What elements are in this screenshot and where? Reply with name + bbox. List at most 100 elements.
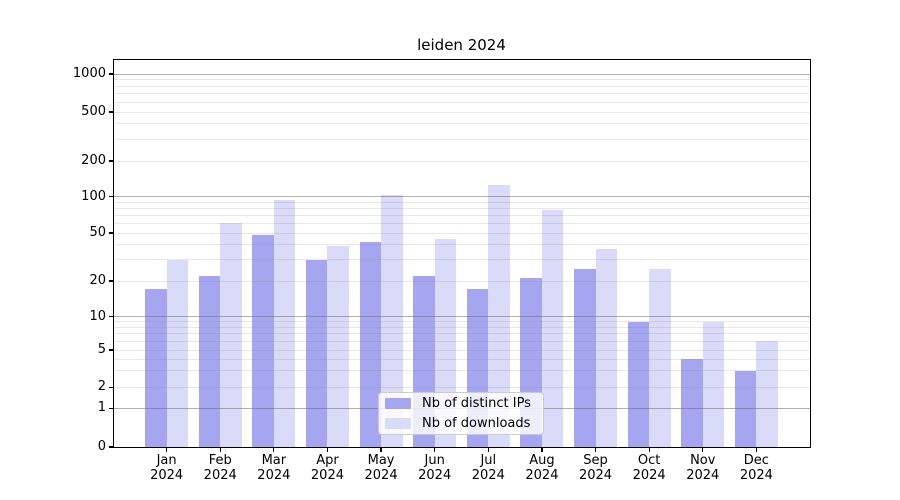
- major-gridline: [113, 316, 810, 318]
- minor-gridline: [113, 85, 810, 87]
- x-tick-mark: [541, 447, 543, 452]
- x-tick-mark: [702, 447, 704, 452]
- plot-border-right: [810, 58, 811, 448]
- x-tick-month: Mar: [261, 453, 287, 468]
- y-tick-label-200: 200: [81, 153, 106, 168]
- minor-gridline: [113, 222, 810, 224]
- legend: Nb of distinct IPs Nb of downloads: [378, 392, 544, 435]
- bar-downloads-Dec: [756, 341, 778, 447]
- x-tick-mark: [326, 447, 329, 452]
- x-tick-year: 2024: [632, 468, 666, 483]
- x-tick-month: Jan: [156, 453, 177, 468]
- y-tick-mark: [108, 407, 113, 409]
- x-tick-mark: [166, 447, 168, 452]
- x-tick-mark: [380, 447, 382, 452]
- x-tick-month: Jun: [424, 453, 445, 468]
- y-tick-mark: [108, 195, 113, 198]
- y-tick-label-1000: 1000: [72, 66, 106, 81]
- x-tick-year: 2024: [739, 468, 773, 483]
- y-tick-label-0: 0: [97, 439, 106, 454]
- y-tick-mark: [108, 446, 113, 448]
- y-tick-mark: [108, 316, 113, 318]
- bar-ips-Dec: [734, 370, 757, 447]
- minor-gridline: [113, 201, 810, 203]
- x-tick-mark: [273, 447, 275, 452]
- y-tick-label-5: 5: [97, 342, 106, 357]
- x-tick-mark: [487, 447, 489, 452]
- minor-gridline: [113, 232, 810, 234]
- x-tick-mark: [648, 447, 650, 452]
- major-gridline: [113, 196, 810, 197]
- x-tick-year: 2024: [364, 468, 398, 483]
- plot-border-bottom: [113, 447, 811, 449]
- x-tick-label-May: May 2024: [351, 453, 411, 483]
- x-tick-year: 2024: [310, 468, 344, 483]
- x-tick-label-Nov: Nov 2024: [673, 453, 733, 483]
- x-tick-month: Sep: [583, 453, 608, 468]
- minor-gridline: [113, 93, 810, 95]
- y-tick-mark: [108, 111, 113, 113]
- minor-gridline: [113, 259, 810, 261]
- minor-gridline: [113, 326, 810, 328]
- y-tick-mark: [108, 232, 113, 234]
- x-tick-month: Aug: [529, 453, 555, 468]
- y-tick-mark: [108, 349, 113, 351]
- minor-gridline: [113, 340, 810, 342]
- x-tick-label-Jun: Jun 2024: [405, 453, 465, 483]
- x-tick-mark: [219, 447, 221, 452]
- plot-border-left: [113, 58, 114, 447]
- legend-item-downloads: Nb of downloads: [385, 416, 533, 431]
- minor-gridline: [113, 244, 810, 246]
- bar-downloads-Nov: [702, 321, 725, 447]
- x-tick-year: 2024: [525, 468, 559, 483]
- minor-gridline: [113, 207, 810, 209]
- bar-downloads-Jul: [488, 185, 510, 447]
- x-tick-month: Apr: [316, 453, 339, 468]
- bar-ips-Apr: [306, 259, 328, 447]
- y-tick-label-20: 20: [89, 273, 106, 288]
- x-tick-month: Feb: [208, 453, 232, 468]
- bar-downloads-May: [381, 195, 403, 447]
- x-tick-label-Feb: Feb 2024: [190, 453, 250, 483]
- x-tick-label-Sep: Sep 2024: [566, 453, 626, 483]
- plot-border-top: [113, 58, 810, 60]
- bar-downloads-Sep: [595, 248, 617, 447]
- y-tick-label-500: 500: [81, 104, 106, 119]
- bar-downloads-Mar: [273, 200, 296, 447]
- x-tick-mark: [594, 447, 597, 452]
- x-tick-label-Mar: Mar 2024: [244, 453, 304, 483]
- y-tick-mark: [108, 386, 113, 388]
- bar-ips-Jan: [145, 289, 167, 447]
- bar-downloads-Feb: [220, 223, 242, 447]
- x-tick-label-Oct: Oct 2024: [619, 453, 679, 483]
- y-tick-mark: [108, 280, 113, 282]
- legend-item-distinct-ips: Nb of distinct IPs: [385, 396, 533, 411]
- bar-downloads-Oct: [649, 269, 671, 447]
- bar-downloads-Jan: [166, 259, 189, 447]
- minor-gridline: [113, 370, 810, 372]
- legend-swatch-downloads: [385, 418, 411, 429]
- minor-gridline: [113, 358, 810, 360]
- legend-swatch-ips: [385, 398, 411, 409]
- y-tick-label-50: 50: [89, 225, 106, 240]
- minor-gridline: [113, 123, 810, 125]
- x-tick-month: May: [367, 453, 395, 468]
- minor-gridline: [113, 138, 810, 140]
- x-tick-year: 2024: [257, 468, 291, 483]
- x-tick-label-Jan: Jan 2024: [137, 453, 197, 483]
- bar-ips-Mar: [252, 235, 274, 447]
- minor-gridline: [113, 386, 810, 388]
- bar-ips-Sep: [574, 269, 596, 447]
- y-tick-label-1: 1: [97, 400, 106, 416]
- minor-gridline: [113, 333, 810, 335]
- minor-gridline: [113, 280, 810, 282]
- x-tick-label-Aug: Aug 2024: [512, 453, 572, 483]
- x-tick-label-Jul: Jul 2024: [458, 453, 518, 483]
- x-tick-year: 2024: [150, 468, 184, 483]
- minor-gridline: [113, 214, 810, 216]
- x-tick-year: 2024: [418, 468, 452, 483]
- x-tick-year: 2024: [686, 468, 720, 483]
- y-tick-mark: [108, 160, 113, 162]
- bar-ips-Oct: [627, 321, 650, 447]
